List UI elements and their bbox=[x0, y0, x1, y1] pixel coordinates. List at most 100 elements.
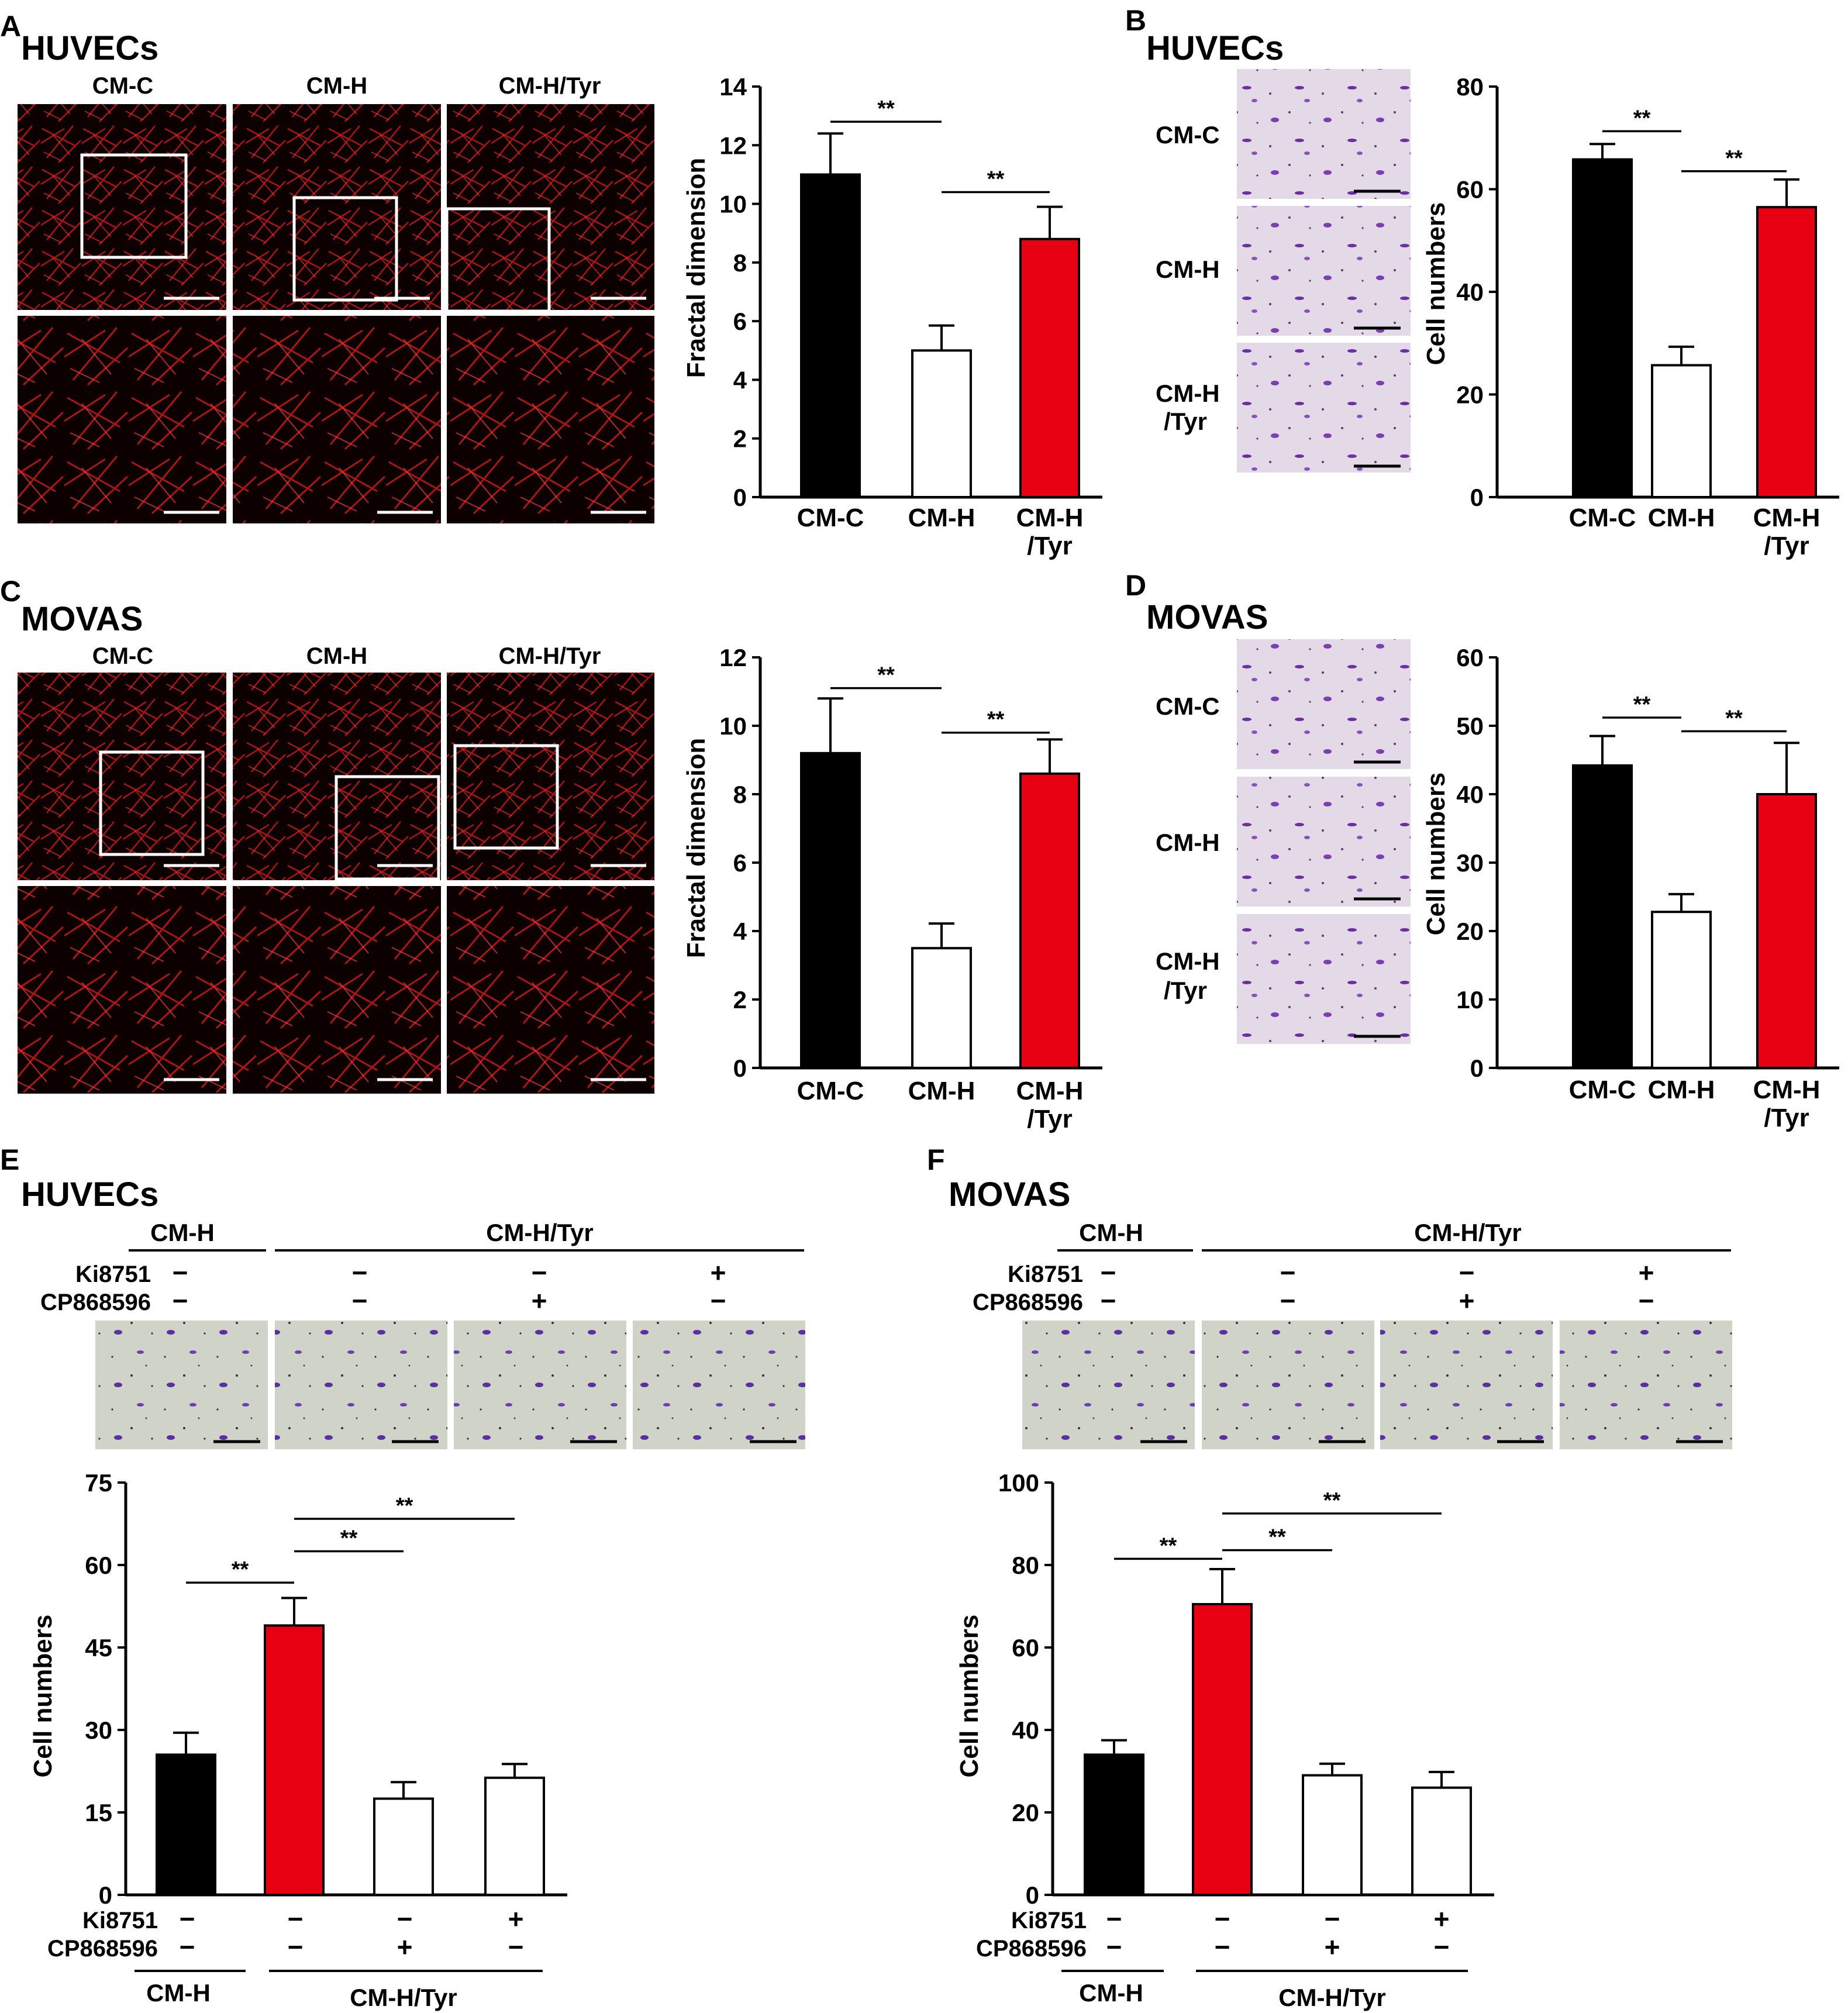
y-tick-label: 80 bbox=[1456, 73, 1484, 101]
y-tick-label: 0 bbox=[1470, 484, 1484, 511]
sign: − bbox=[288, 1904, 304, 1934]
bar bbox=[911, 947, 972, 1069]
bar-chart-c: 0 2 4 6 8 10 12 ** ** Fractal dimension CM-C CM-… bbox=[682, 644, 1102, 1133]
x-tick-label: CM-C bbox=[1569, 1076, 1636, 1104]
micrograph-a-cm-c bbox=[18, 104, 226, 310]
sign: − bbox=[180, 1904, 195, 1934]
y-tick-label: 20 bbox=[1012, 1799, 1039, 1826]
transwell-b-cm-h bbox=[1237, 206, 1411, 336]
row-label: CM-H bbox=[1156, 256, 1220, 283]
chart-b-plot: 0 20 40 60 80 ** ** bbox=[1456, 73, 1839, 511]
y-tick-label: 2 bbox=[733, 425, 747, 453]
x-tick-label: CM-H bbox=[908, 1077, 975, 1105]
group-label-cm-h: CM-H bbox=[1079, 1219, 1143, 1246]
sign: − bbox=[1106, 1932, 1122, 1962]
panel-letter-c: C bbox=[0, 575, 21, 608]
sign: + bbox=[1325, 1932, 1340, 1962]
inset-box bbox=[99, 750, 205, 856]
y-axis-label: Fractal dimension bbox=[682, 738, 711, 959]
bar bbox=[1756, 793, 1817, 1069]
micrograph-a-cm-h-tyr-zoom bbox=[447, 316, 654, 523]
y-tick-label: 15 bbox=[85, 1799, 112, 1826]
significance-label: ** bbox=[1268, 1525, 1286, 1550]
treatment-signs-top: − − − + − − + − bbox=[173, 1257, 726, 1316]
sign: − bbox=[1215, 1904, 1230, 1934]
y-tick-label: 0 bbox=[99, 1881, 112, 1909]
chart-a-plot: 0 2 4 6 8 10 12 14 ** ** bbox=[719, 73, 1102, 511]
significance-label: ** bbox=[396, 1494, 413, 1518]
x-tick-label: CM-C bbox=[797, 504, 864, 532]
bar bbox=[800, 173, 861, 498]
y-tick-label: 10 bbox=[719, 712, 747, 740]
treatment-signs-bottom: − − − + − − + − bbox=[1106, 1904, 1450, 1962]
transwell-f-1 bbox=[1022, 1321, 1195, 1449]
row-label: /Tyr bbox=[1164, 977, 1207, 1004]
treatment-label-cp868596: CP868596 bbox=[973, 1290, 1083, 1315]
micrograph-c-cm-c bbox=[18, 673, 226, 880]
sign: − bbox=[711, 1285, 726, 1316]
panel-letter-d: D bbox=[1125, 569, 1146, 602]
sign: − bbox=[1106, 1904, 1122, 1934]
panel-d: D MOVAS CM-C CM-H CM-H /Tyr 0 10 20 30 40 50 6… bbox=[1125, 569, 1839, 1132]
y-tick-label: 60 bbox=[1012, 1634, 1039, 1662]
treatment-label-cp868596: CP868596 bbox=[47, 1936, 158, 1962]
x-tick-label: CM-H bbox=[1753, 1076, 1821, 1104]
bar bbox=[1411, 1786, 1472, 1896]
y-tick-label: 40 bbox=[1012, 1716, 1039, 1744]
sign: − bbox=[1101, 1285, 1116, 1316]
y-axis-label: Fractal dimension bbox=[682, 158, 711, 378]
y-tick-label: 6 bbox=[733, 849, 747, 877]
significance-label: ** bbox=[340, 1526, 358, 1551]
inset-box bbox=[445, 207, 551, 313]
sign: + bbox=[508, 1904, 524, 1934]
panel-f: F MOVAS CM-H CM-H/Tyr Ki8751 CP868596 − … bbox=[927, 1143, 1732, 2011]
micrograph-c-cm-h-tyr-zoom bbox=[447, 886, 654, 1094]
sign: − bbox=[173, 1285, 188, 1316]
bar-chart-f: 0 20 40 60 80 100 ** ** ** Cell numbers bbox=[955, 1469, 1494, 1909]
sign: − bbox=[173, 1257, 188, 1288]
group-label-cm-h-tyr: CM-H/Tyr bbox=[486, 1219, 594, 1246]
panel-f-title: MOVAS bbox=[949, 1176, 1070, 1214]
group-label-cm-h: CM-H bbox=[1079, 1979, 1143, 2007]
bar-chart-e: 0 15 30 45 60 75 ** ** ** Cell numbers bbox=[29, 1469, 567, 1909]
group-label-cm-h-tyr: CM-H/Tyr bbox=[350, 1984, 457, 2011]
x-tick-label: CM-H bbox=[1648, 504, 1715, 532]
bar bbox=[373, 1797, 434, 1896]
x-tick-label: /Tyr bbox=[1764, 532, 1809, 560]
y-axis-label: Cell numbers bbox=[29, 1615, 57, 1778]
sign: + bbox=[532, 1285, 547, 1316]
transwell-d-cm-h bbox=[1237, 777, 1411, 906]
chart-f-plot: 0 20 40 60 80 100 ** ** ** bbox=[998, 1469, 1494, 1909]
x-tick-label: CM-C bbox=[797, 1077, 864, 1105]
y-tick-label: 8 bbox=[733, 781, 747, 808]
treatment-label-cp868596: CP868596 bbox=[976, 1936, 1087, 1962]
row-label: CM-H bbox=[1156, 947, 1220, 975]
col-label-cm-h-tyr: CM-H/Tyr bbox=[499, 73, 601, 99]
y-axis-label: Cell numbers bbox=[1422, 202, 1450, 366]
y-tick-label: 0 bbox=[733, 1054, 747, 1082]
panel-e-title: HUVECs bbox=[21, 1176, 158, 1214]
transwell-d-cm-c bbox=[1237, 639, 1411, 769]
scale-bars bbox=[1354, 760, 1401, 1038]
panel-b: B HUVECs CM-C CM-H CM-H /Tyr 0 20 40 60 80 **… bbox=[1125, 4, 1839, 560]
sign: − bbox=[180, 1932, 195, 1962]
inset-box bbox=[335, 775, 440, 881]
x-tick-label: CM-C bbox=[1569, 504, 1636, 532]
bar bbox=[1756, 206, 1817, 498]
y-tick-label: 40 bbox=[1456, 781, 1484, 808]
significance-label: ** bbox=[987, 167, 1005, 192]
bar bbox=[1019, 237, 1080, 498]
y-tick-label: 75 bbox=[85, 1469, 112, 1497]
transwell-f-2 bbox=[1202, 1321, 1374, 1449]
bar bbox=[1572, 158, 1633, 499]
panel-a-title: HUVECs bbox=[21, 29, 158, 67]
sign: − bbox=[532, 1257, 547, 1288]
transwell-b-cm-h-tyr bbox=[1237, 343, 1411, 473]
y-tick-label: 6 bbox=[733, 308, 747, 335]
group-label-cm-h-tyr: CM-H/Tyr bbox=[1278, 1984, 1386, 2011]
panel-c: C MOVAS CM-C CM-H CM-H/Tyr 0 2 4 6 8 10 12 ** **… bbox=[0, 575, 1102, 1133]
scale-bars bbox=[1354, 189, 1401, 468]
treatment-label-ki8751: Ki8751 bbox=[1011, 1908, 1087, 1933]
x-tick-label: CM-H bbox=[1016, 1077, 1084, 1105]
bar-chart-d: 0 10 20 30 40 50 60 ** ** Cell numbers CM-C CM-H… bbox=[1422, 644, 1839, 1132]
